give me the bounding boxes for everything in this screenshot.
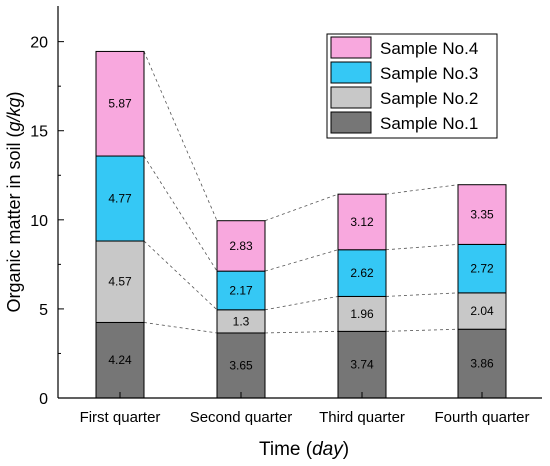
bar-segment-4 xyxy=(457,184,507,245)
data-label: 4.57 xyxy=(108,275,132,289)
x-axis-label-paren: ) xyxy=(343,439,349,460)
connector-line xyxy=(385,244,459,251)
x-tick-label: Fourth quarter xyxy=(434,409,529,426)
y-tick-label: 20 xyxy=(30,35,48,52)
x-axis-label: Time (day) xyxy=(259,439,349,460)
bar-segment-3 xyxy=(457,243,507,294)
connector-line xyxy=(264,249,339,272)
bar-stacks: 4.24 4.57 4.77 5.87 3.65 1.3 2.17 2.83 3.74 1.96 2… xyxy=(95,50,507,399)
bar-segment-2 xyxy=(337,295,387,332)
x-axis-label-main: Time ( xyxy=(259,439,313,460)
data-label: 2.62 xyxy=(350,266,374,280)
x-axis-label-unit: day xyxy=(312,439,344,460)
legend: Sample No.4 Sample No.3 Sample No.2 Sample … xyxy=(326,33,498,139)
data-label: 4.24 xyxy=(108,353,132,367)
bar-segment-3 xyxy=(216,270,266,311)
connector-line xyxy=(264,193,339,222)
data-label: 2.83 xyxy=(229,239,253,253)
y-axis-label: Organic matter in soil (g/kg) xyxy=(4,91,24,312)
bar-segment-4 xyxy=(216,220,266,272)
legend-swatch xyxy=(330,61,372,84)
data-label: 3.12 xyxy=(350,215,374,229)
legend-label: Sample No.3 xyxy=(380,64,478,83)
y-axis-label-unit: g/kg xyxy=(4,97,24,131)
data-label: 4.77 xyxy=(108,192,132,206)
data-label: 3.74 xyxy=(350,358,374,372)
y-tick-label: 0 xyxy=(39,391,48,408)
axes: 0 5 10 15 20 First quarter Second quarter Third… xyxy=(30,6,542,426)
y-axis-label-main: Organic matter in soil ( xyxy=(4,131,24,312)
y-tick-label: 15 xyxy=(30,124,48,141)
x-tick-label: First quarter xyxy=(80,409,161,426)
data-label: 1.3 xyxy=(233,314,250,328)
legend-swatch xyxy=(330,86,372,109)
data-label: 3.35 xyxy=(470,208,494,222)
bar-segment-3 xyxy=(95,155,145,242)
x-tick-label: Second quarter xyxy=(190,409,293,426)
connector-line xyxy=(264,330,339,334)
data-label: 2.72 xyxy=(470,262,494,276)
connector-line xyxy=(264,296,339,311)
data-label: 2.04 xyxy=(470,304,494,318)
legend-swatch xyxy=(330,111,372,134)
legend-label: Sample No.1 xyxy=(380,114,478,133)
data-label: 2.17 xyxy=(229,283,253,297)
data-label: 5.87 xyxy=(108,97,132,111)
connector-line xyxy=(385,292,459,297)
connector-line xyxy=(385,328,459,332)
connector-lines xyxy=(143,51,459,334)
legend-swatch xyxy=(330,36,372,59)
y-tick-label: 10 xyxy=(30,213,48,230)
bar-segment-2 xyxy=(457,292,507,330)
connector-line xyxy=(385,184,459,195)
x-tick-label: Third quarter xyxy=(319,409,405,426)
connector-line xyxy=(143,51,218,221)
y-tick-label: 5 xyxy=(39,302,48,319)
connector-line xyxy=(143,155,218,272)
connector-line xyxy=(143,322,218,334)
y-axis-label-paren: ) xyxy=(4,91,24,97)
data-label: 3.86 xyxy=(470,357,494,371)
data-label: 3.65 xyxy=(229,358,253,372)
legend-label: Sample No.4 xyxy=(380,39,478,58)
bar-segment-2 xyxy=(95,240,145,323)
bar-segment-4 xyxy=(337,193,387,251)
bar-segment-4 xyxy=(95,50,145,157)
legend-label: Sample No.2 xyxy=(380,89,478,108)
data-label: 1.96 xyxy=(350,307,374,321)
connector-line xyxy=(143,240,218,311)
bar-segment-3 xyxy=(337,249,387,297)
